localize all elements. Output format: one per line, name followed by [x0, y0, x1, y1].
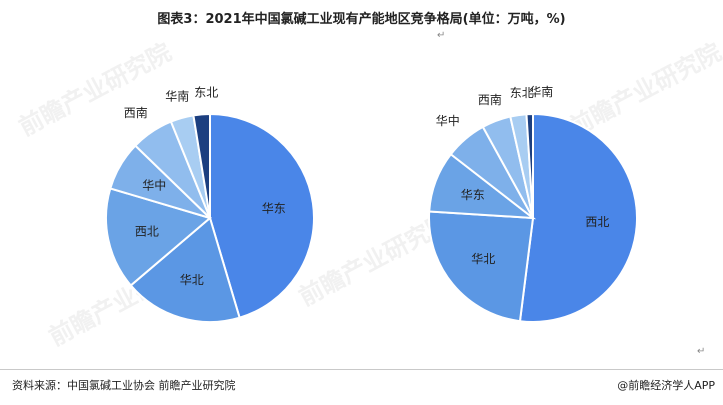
slice-label: 华中: [142, 178, 166, 193]
pie-slice: [192, 112, 211, 219]
slice-label: 西北: [585, 215, 609, 229]
slice-label: 东北: [510, 86, 534, 100]
pie-slice: [105, 187, 213, 287]
footer-divider: [0, 369, 723, 370]
slice-label: 西南: [478, 92, 502, 107]
pie-slice: [518, 112, 638, 323]
slice-label: 华东: [262, 202, 286, 216]
slice-label: 华北: [471, 252, 495, 266]
chart-title: 图表3：2021年中国氯碱工业现有产能地区竞争格局(单位：万吨，%): [157, 12, 566, 27]
pie-slice: [129, 216, 241, 323]
slice-label: 华南: [165, 89, 189, 104]
pie-slice: [525, 112, 534, 219]
paragraph-mark: ↵: [437, 30, 446, 41]
pie-slice: [428, 210, 535, 323]
slice-label: 华南: [529, 84, 553, 99]
slice-label: 华中: [436, 113, 460, 128]
source-note: 资料来源：中国氯碱工业协会 前瞻产业研究院: [12, 379, 236, 392]
brand-label: @前瞻经济学人APP: [617, 379, 715, 392]
slice-label: 华北: [180, 273, 204, 287]
slice-label: 华东: [461, 188, 485, 202]
slice-label: 西北: [135, 224, 159, 238]
slice-label: 东北: [194, 85, 218, 99]
paragraph-mark: ↵: [697, 346, 706, 357]
pie-slice: [209, 112, 315, 319]
slice-label: 西南: [124, 105, 148, 120]
